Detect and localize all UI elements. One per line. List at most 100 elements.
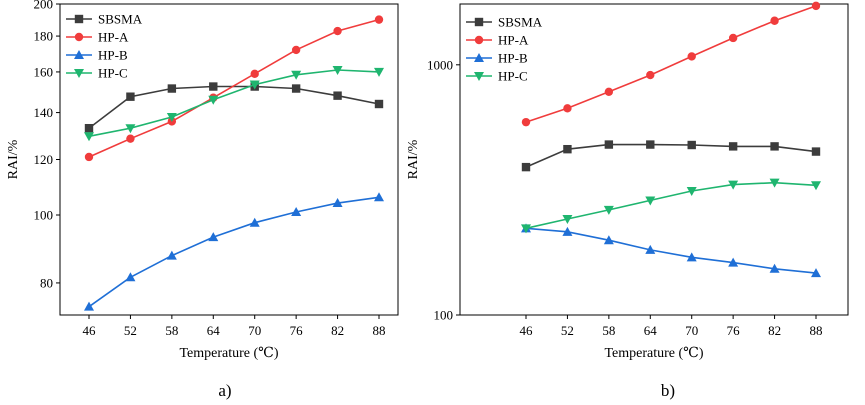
series-line	[88, 69, 380, 138]
legend-label: HP-A	[498, 33, 529, 48]
legend-marker	[474, 17, 484, 27]
legend-entry: SBSMA	[466, 15, 543, 30]
legend: SBSMA HP-A HP-B HP-C	[66, 12, 143, 81]
data-point	[126, 134, 135, 143]
chart-panel-2: 46 52 58 64 70 76 82 88 100 1000 Temperature (℃) RA…	[406, 1, 849, 400]
data-point	[645, 244, 656, 254]
x-tick-label: 64	[644, 323, 658, 338]
y-tick-label: 80	[40, 275, 53, 290]
y-tick-label: 120	[34, 152, 54, 167]
data-point	[374, 99, 384, 109]
data-point	[291, 206, 302, 216]
y-axis-label: RAI/%	[6, 139, 21, 179]
data-point	[563, 104, 572, 113]
x-tick-label: 76	[727, 323, 741, 338]
data-point	[166, 112, 177, 122]
data-point	[125, 272, 136, 282]
legend-marker	[474, 35, 484, 45]
data-point	[84, 123, 94, 133]
data-point	[686, 252, 697, 262]
x-tick-label: 58	[602, 323, 615, 338]
legend-entry: HP-B	[466, 51, 528, 66]
y-tick-label: 100	[434, 308, 454, 323]
legend-entry: HP-C	[66, 66, 128, 81]
data-point	[291, 45, 301, 55]
data-point	[208, 95, 219, 105]
data-point	[811, 1, 821, 11]
data-point	[603, 235, 614, 245]
x-axis-label: Temperature (℃)	[604, 346, 703, 361]
x-tick-label: 64	[207, 323, 221, 338]
data-point	[249, 80, 260, 90]
data-point	[333, 91, 342, 100]
legend-label: HP-B	[498, 51, 528, 66]
series-line	[88, 18, 380, 158]
data-point	[291, 84, 301, 93]
data-point	[333, 26, 342, 36]
data-point	[769, 263, 780, 273]
data-point	[770, 16, 779, 25]
data-point	[84, 301, 94, 311]
x-tick-label: 88	[810, 323, 823, 338]
x-tick-label: 70	[248, 323, 261, 338]
legend-entry: HP-C	[466, 69, 528, 84]
legend-marker	[74, 69, 84, 78]
data-point	[603, 205, 614, 215]
x-tick-label: 52	[124, 323, 137, 338]
data-point	[604, 87, 614, 97]
data-point	[562, 214, 573, 224]
legend-entry: HP-A	[66, 30, 129, 45]
legend-label: HP-B	[98, 48, 128, 63]
series-sbsma	[521, 140, 821, 172]
data-point	[167, 84, 177, 93]
data-point	[84, 152, 94, 162]
y-tick-label: 200	[34, 0, 54, 12]
data-point	[728, 180, 739, 190]
data-point	[687, 140, 696, 150]
x-tick-label: 46	[520, 323, 534, 338]
data-point	[687, 52, 696, 61]
data-point	[374, 15, 384, 24]
data-point	[125, 124, 136, 134]
legend-label: HP-C	[498, 69, 528, 84]
data-point	[374, 67, 384, 77]
data-point	[811, 181, 821, 191]
data-point	[769, 178, 780, 188]
series-hp-c	[84, 66, 384, 142]
series-hp-b	[84, 192, 384, 311]
data-point	[209, 82, 218, 91]
data-point	[728, 142, 738, 151]
data-point	[521, 117, 531, 127]
x-tick-label: 82	[768, 323, 781, 338]
legend-marker	[74, 32, 84, 42]
data-point	[645, 196, 656, 206]
panel-label: a)	[218, 381, 231, 400]
data-point	[604, 140, 614, 149]
data-point	[166, 250, 177, 260]
data-point	[728, 33, 738, 43]
legend-marker	[74, 14, 84, 24]
legend-marker	[74, 50, 84, 59]
plot-frame	[459, 3, 849, 316]
legend-entry: HP-B	[66, 48, 128, 63]
data-point	[686, 187, 697, 197]
panel-label: b)	[661, 381, 675, 400]
x-tick-label: 70	[685, 323, 698, 338]
data-point	[208, 232, 219, 242]
legend-entry: SBSMA	[66, 12, 143, 27]
data-point	[728, 257, 739, 267]
data-point	[249, 217, 260, 227]
data-point	[562, 226, 573, 236]
series-hp-b	[521, 223, 821, 278]
series-hp-a	[521, 1, 821, 127]
legend-label: HP-A	[98, 30, 129, 45]
x-tick-label: 88	[373, 323, 386, 338]
x-tick-label: 52	[561, 323, 574, 338]
data-point	[374, 192, 384, 202]
x-tick-label: 76	[290, 323, 304, 338]
legend-label: SBSMA	[98, 12, 143, 27]
x-axis-label: Temperature (℃)	[179, 346, 278, 361]
data-point	[646, 70, 655, 80]
x-tick-label: 46	[83, 323, 97, 338]
